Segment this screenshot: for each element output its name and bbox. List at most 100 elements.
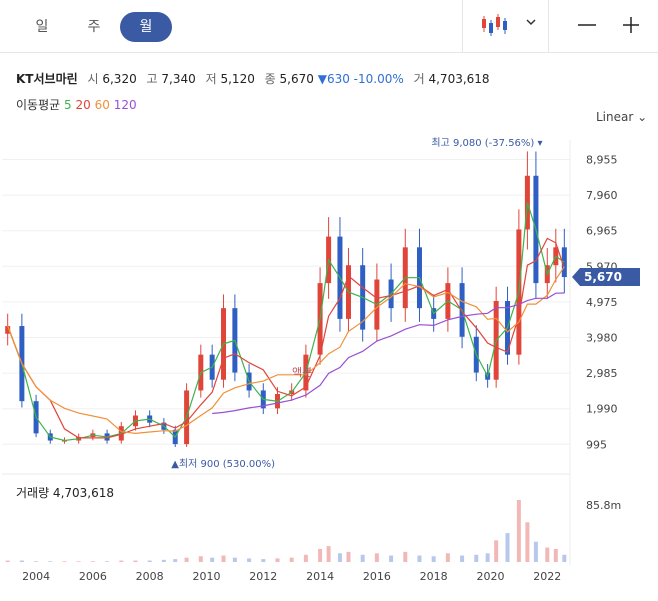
ma-120: 120 [113,98,137,112]
volume-bar [494,540,499,562]
ma-20: 20 [75,98,91,112]
volume-bar [346,551,351,562]
tab-day[interactable]: 일 [35,19,49,35]
change-value: ▼630 -10.00% [317,72,404,86]
x-tick-label: 2022 [533,570,561,583]
y-tick-label: 1,990 [586,403,618,416]
y-tick-label: 8,955 [586,153,618,166]
open-value: 6,320 [102,72,137,86]
volume-bar [505,533,510,562]
volume-bar [105,561,110,562]
current-price-tag [572,268,640,287]
volume-bar [374,553,379,562]
ma-5: 5 [64,98,72,112]
y-tick-label: 7,960 [586,189,618,202]
volume-bar [90,561,95,562]
x-tick-label: 2004 [22,570,50,583]
volume-label: 거래량 4,703,618 [16,486,115,500]
y-tick-label: 3,980 [586,331,618,344]
area-label: 액분 [292,366,312,379]
volume-bar [19,560,24,562]
zoom-out-icon[interactable] [570,10,604,40]
candle-body [5,326,11,334]
volume-bar [533,541,538,562]
volume-bar [147,560,152,562]
ma60-line [7,266,565,435]
current-price-label: 5,670 [584,270,622,284]
volume-bar [553,548,558,562]
volume-bar [133,560,138,562]
volume-axis-label: 85.8m [586,499,621,512]
volume-bar [318,548,323,562]
volume-bar [460,555,465,562]
volume-bar [161,559,166,562]
volume-bar [184,557,189,562]
moving-average-legend: 이동평균 5 20 60 120 [16,98,137,112]
ma-60: 60 [94,98,110,112]
volume-bar [545,547,550,562]
ma20-line [7,237,565,439]
volume-bar [474,554,479,562]
x-tick-label: 2016 [363,570,391,583]
volume-bar [198,556,203,562]
volume-bar [389,555,394,562]
volume-bar [403,551,408,562]
close-value: 5,670 [279,72,314,86]
ma120-line [212,292,565,415]
volume-bar [247,558,252,562]
low-annotation: ▲최저 900 (530.00%) [171,458,275,470]
y-tick-label: 6,965 [586,225,618,238]
volume-bar [119,560,124,562]
x-tick-label: 2010 [192,570,220,583]
y-tick-label: 995 [586,438,607,451]
y-tick-label: 2,985 [586,367,618,380]
stock-name: KT서브마린 [16,72,78,86]
volume-bar [62,561,67,562]
volume-bar [221,555,226,562]
top-toolbar: 일 주 월 [0,0,658,53]
volume-value: 4,703,618 [428,72,490,86]
volume-bar [337,553,342,562]
volume-bar [232,557,237,562]
volume-bar [34,561,39,562]
ma5-line [7,202,565,442]
volume-bar [445,553,450,562]
volume-bar [76,561,81,562]
chevron-down-icon[interactable] [518,10,552,40]
price-summary: KT서브마린 시 6,320 고 7,340 저 5,120 종 5,670 ▼… [16,72,490,86]
volume-bar [360,554,365,562]
candlestick-chart-icon[interactable] [478,10,512,40]
volume-bar [326,546,331,562]
high-annotation: 최고 9,080 (-37.56%) ▾ [431,137,542,149]
tab-month[interactable]: 월 [120,12,172,42]
volume-bar [5,560,10,562]
y-tick-label: 4,975 [586,296,618,309]
scale-dropdown[interactable]: Linear ⌄ [596,110,648,124]
candle-body [561,247,567,278]
volume-bar [485,553,490,562]
x-tick-label: 2018 [420,570,448,583]
volume-bar [525,522,530,562]
volume-bar [173,559,178,562]
volume-bar [261,559,266,562]
volume-bar [210,557,215,562]
high-value: 7,340 [161,72,196,86]
volume-bar [303,554,308,562]
x-tick-label: 2006 [79,570,107,583]
x-tick-label: 2008 [136,570,164,583]
zoom-in-icon[interactable] [614,10,648,40]
volume-bar [275,558,280,562]
volume-bar [289,557,294,562]
low-value: 5,120 [220,72,255,86]
tab-week[interactable]: 주 [87,19,101,35]
chevron-down-icon: ⌄ [637,110,648,124]
volume-bar [562,554,567,562]
volume-bar [417,555,422,562]
x-tick-label: 2020 [476,570,504,583]
volume-bar [431,556,436,562]
volume-bar [516,500,521,562]
x-tick-label: 2014 [306,570,334,583]
volume-bar [48,561,53,562]
x-tick-label: 2012 [249,570,277,583]
